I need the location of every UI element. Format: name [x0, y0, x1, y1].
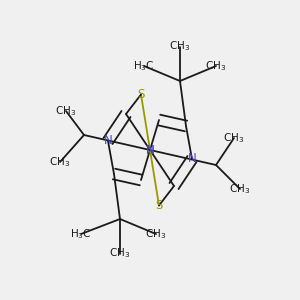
- Text: CH$_3$: CH$_3$: [50, 155, 70, 169]
- Text: H$_3$C: H$_3$C: [133, 59, 155, 73]
- Text: N: N: [146, 143, 154, 157]
- Text: N: N: [103, 134, 112, 148]
- Text: N: N: [146, 143, 154, 157]
- Text: N: N: [188, 152, 196, 166]
- Text: S: S: [155, 199, 163, 212]
- Text: H$_3$C: H$_3$C: [70, 227, 92, 241]
- Text: S: S: [137, 88, 145, 101]
- Text: CH$_3$: CH$_3$: [224, 131, 244, 145]
- Text: CH$_3$: CH$_3$: [56, 104, 76, 118]
- Text: CH$_3$: CH$_3$: [206, 59, 226, 73]
- Text: CH$_3$: CH$_3$: [146, 227, 167, 241]
- Text: CH$_3$: CH$_3$: [110, 247, 130, 260]
- Text: CH$_3$: CH$_3$: [169, 40, 190, 53]
- Text: CH$_3$: CH$_3$: [230, 182, 250, 196]
